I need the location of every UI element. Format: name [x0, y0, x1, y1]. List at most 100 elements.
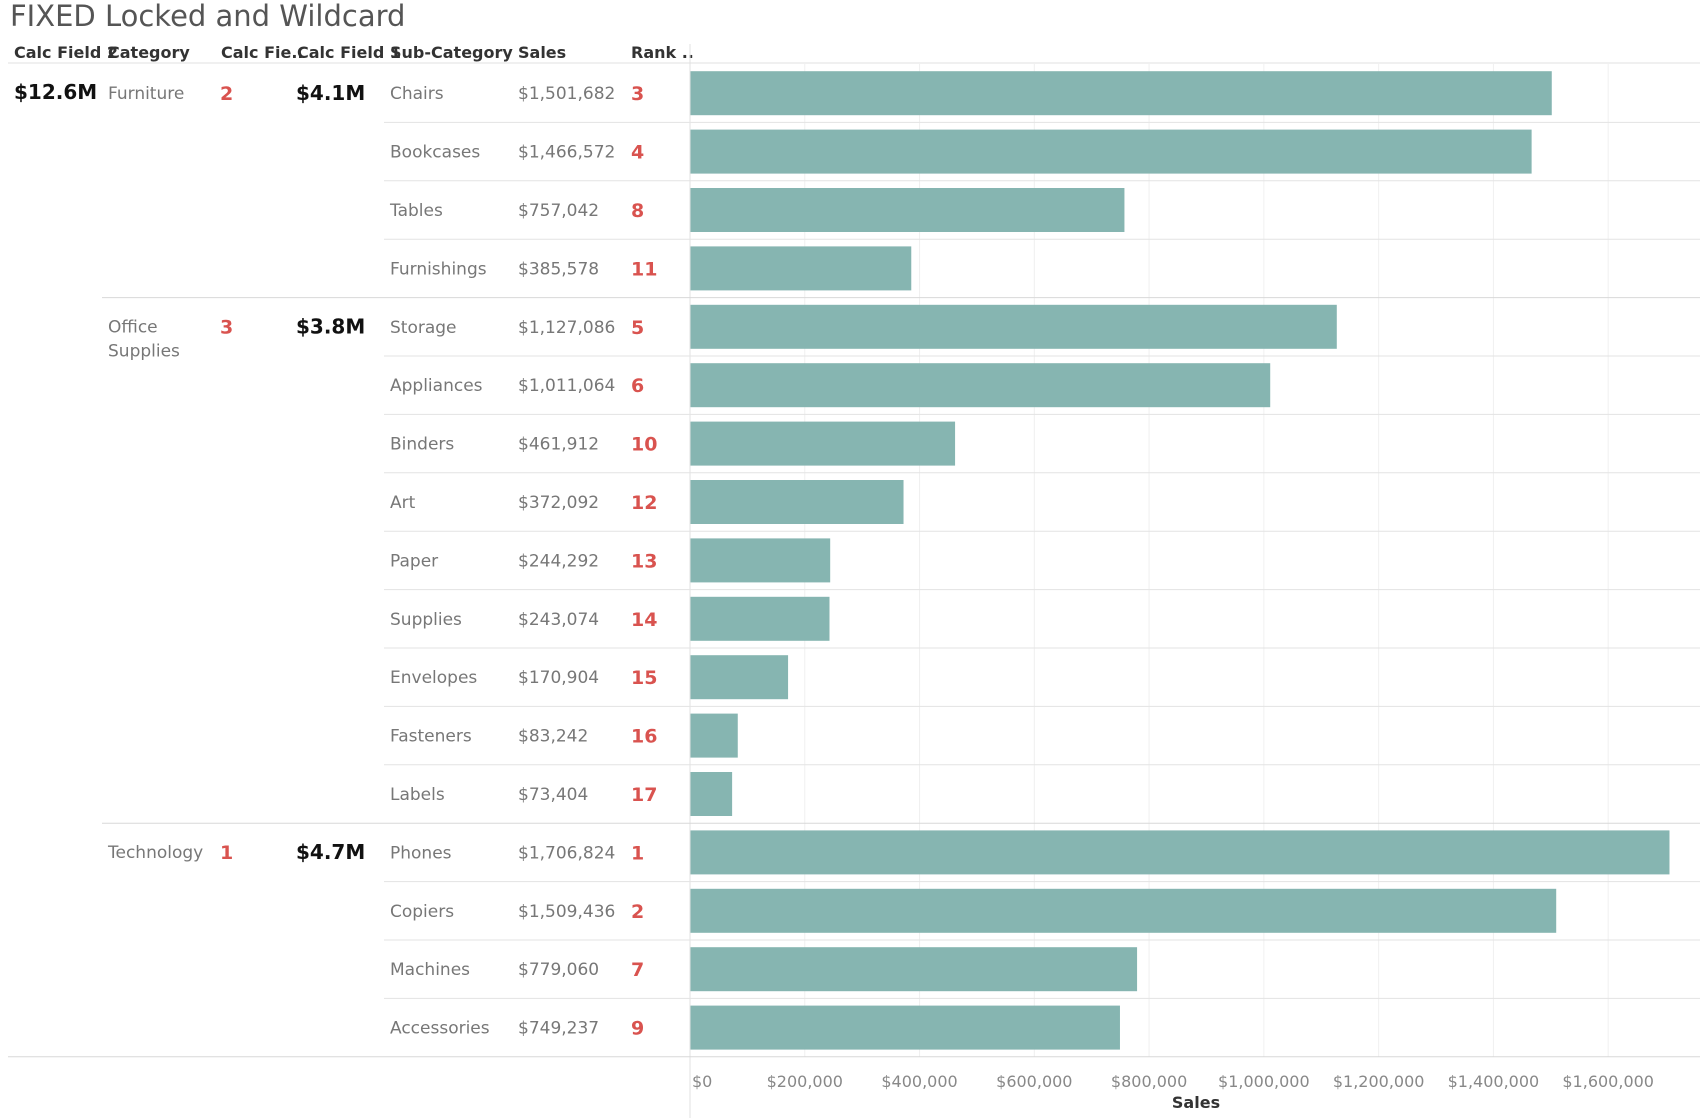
x-tick-label: $200,000	[767, 1072, 843, 1091]
header-sales[interactable]: Sales	[518, 43, 566, 62]
category-label-line: Supplies	[108, 342, 180, 362]
category-cells: Furniture 2 $4.1M Office Supplies 3 $3.8M Techn…	[107, 81, 365, 864]
header-calc-field-2[interactable]: Calc Field 2	[14, 43, 118, 62]
column-headers: Calc Field 2 Category Calc Fie.. Calc Fi…	[14, 43, 694, 62]
sales-value: $170,904	[518, 668, 599, 688]
bar[interactable]	[690, 655, 789, 700]
header-sub-category[interactable]: Sub-Category	[390, 43, 513, 62]
x-tick-label: $0	[692, 1072, 712, 1091]
category-rank: 2	[220, 83, 233, 105]
rank-value: 5	[631, 317, 644, 339]
category-label: Furniture	[108, 84, 184, 104]
sub-category-label: Binders	[390, 435, 454, 455]
category-calc-field-1: $3.8M	[296, 315, 365, 339]
sub-category-label: Storage	[390, 318, 457, 338]
category-label: Office Supplies	[108, 318, 180, 362]
sales-value: $749,237	[518, 1019, 599, 1039]
sub-category-label: Paper	[390, 551, 438, 571]
bar[interactable]	[690, 363, 1271, 408]
rank-value: 6	[631, 375, 644, 397]
bar[interactable]	[690, 421, 956, 466]
bar[interactable]	[690, 830, 1670, 875]
rank-value: 12	[631, 492, 657, 514]
rank-value: 1	[631, 842, 644, 864]
sales-value: $385,578	[518, 259, 599, 279]
calc-field-2-total: $12.6M	[14, 80, 97, 104]
sales-value: $757,042	[518, 201, 599, 221]
sub-category-label: Phones	[390, 843, 452, 863]
bar[interactable]	[690, 246, 912, 291]
category-rank: 3	[220, 317, 233, 339]
bar[interactable]	[690, 713, 738, 758]
sub-category-label: Appliances	[390, 376, 483, 396]
sub-category-label: Accessories	[390, 1019, 490, 1039]
sales-value: $73,404	[518, 785, 588, 805]
bar[interactable]	[690, 888, 1557, 933]
x-tick-label: $1,000,000	[1218, 1072, 1310, 1091]
sub-category-label: Furnishings	[390, 259, 487, 279]
sub-category-label: Labels	[390, 785, 445, 805]
rank-value: 13	[631, 550, 657, 572]
header-rank[interactable]: Rank ..	[631, 43, 694, 62]
rank-value: 10	[631, 434, 657, 456]
sub-category-label: Envelopes	[390, 668, 477, 688]
sales-value: $1,501,682	[518, 84, 615, 104]
sub-category-label: Machines	[390, 960, 470, 980]
x-tick-label: $1,600,000	[1562, 1072, 1654, 1091]
bars	[690, 71, 1670, 1050]
x-tick-label: $600,000	[996, 1072, 1072, 1091]
bar[interactable]	[690, 538, 831, 583]
sales-value: $1,466,572	[518, 143, 615, 163]
rank-value: 4	[631, 142, 644, 164]
x-tick-label: $1,200,000	[1333, 1072, 1425, 1091]
rank-value: 2	[631, 901, 644, 923]
chart-title: FIXED Locked and Wildcard	[10, 0, 405, 33]
sales-value: $461,912	[518, 435, 599, 455]
rank-value: 8	[631, 200, 644, 222]
bar[interactable]	[690, 71, 1552, 116]
category-label-line: Technology	[107, 843, 203, 863]
bar[interactable]	[690, 596, 830, 641]
sub-category-label: Supplies	[390, 610, 462, 630]
header-calc-fie[interactable]: Calc Fie..	[221, 43, 304, 62]
bar[interactable]	[690, 772, 733, 816]
category-calc-field-1: $4.7M	[296, 840, 365, 864]
sales-value: $372,092	[518, 493, 599, 513]
row-separators	[8, 62, 1700, 1058]
category-rank: 1	[220, 842, 233, 864]
bar[interactable]	[690, 129, 1532, 174]
x-axis: $0 $200,000 $400,000 $600,000 $800,000 $1,000…	[692, 1072, 1654, 1091]
rank-value: 3	[631, 83, 644, 105]
rank-value: 9	[631, 1018, 644, 1040]
bar[interactable]	[690, 304, 1337, 349]
sales-value: $1,011,064	[518, 376, 615, 396]
category-label: Technology	[107, 843, 203, 863]
sales-value: $243,074	[518, 610, 599, 630]
category-calc-field-1: $4.1M	[296, 81, 365, 105]
sub-category-label: Tables	[389, 201, 443, 221]
x-tick-label: $1,400,000	[1448, 1072, 1540, 1091]
rank-value: 14	[631, 609, 657, 631]
bar[interactable]	[690, 480, 904, 524]
x-axis-title: Sales	[1172, 1093, 1220, 1112]
bar[interactable]	[690, 947, 1138, 992]
rank-value: 11	[631, 258, 657, 280]
sales-value: $1,127,086	[518, 318, 615, 338]
header-calc-field-1[interactable]: Calc Field 1	[297, 43, 401, 62]
rank-value: 16	[631, 726, 657, 748]
bar[interactable]	[690, 1005, 1120, 1050]
sub-category-label: Fasteners	[390, 727, 472, 747]
sales-value: $83,242	[518, 727, 588, 747]
sub-category-label: Art	[390, 493, 416, 513]
bar[interactable]	[690, 188, 1125, 232]
rank-value: 17	[631, 784, 657, 806]
header-category[interactable]: Category	[108, 43, 190, 62]
sub-category-label: Copiers	[390, 902, 454, 922]
rank-value: 15	[631, 667, 657, 689]
x-tick-label: $800,000	[1111, 1072, 1187, 1091]
category-label-line: Furniture	[108, 84, 184, 104]
sales-value: $244,292	[518, 551, 599, 571]
sales-value: $1,706,824	[518, 843, 615, 863]
table-rows: Chairs $1,501,682 3 Bookcases $1,466,572 4 Tab…	[389, 83, 657, 1039]
